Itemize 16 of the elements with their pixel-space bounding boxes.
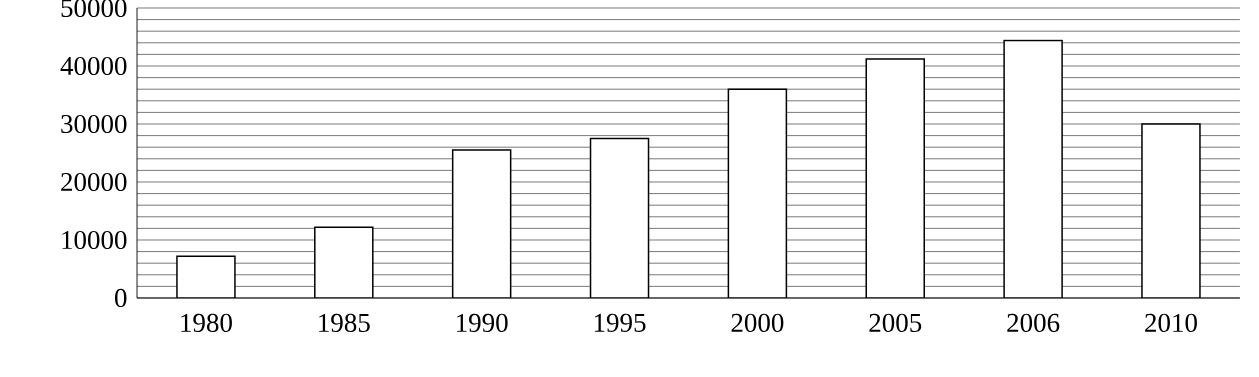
y-tick-label: 10000 xyxy=(62,230,127,250)
x-tick-label: 1995 xyxy=(594,313,646,332)
x-tick-label: 2005 xyxy=(869,313,922,333)
bar xyxy=(1003,39,1063,298)
y-tick-label: 30000 xyxy=(61,114,127,134)
bar xyxy=(1141,123,1201,298)
y-tick-label: 0 xyxy=(115,288,127,308)
x-tick-label: 2000 xyxy=(731,313,784,333)
y-tick-label: 20000 xyxy=(61,172,127,192)
bar xyxy=(314,226,374,298)
y-tick-label: 40000 xyxy=(60,56,127,76)
x-tick-label: 1985 xyxy=(319,313,370,333)
x-tick-label: 1990 xyxy=(457,313,508,333)
x-tick-label: 2006 xyxy=(1007,313,1060,333)
x-tick-label: 1980 xyxy=(181,313,232,333)
x-tick-label: 2010 xyxy=(1145,313,1197,333)
